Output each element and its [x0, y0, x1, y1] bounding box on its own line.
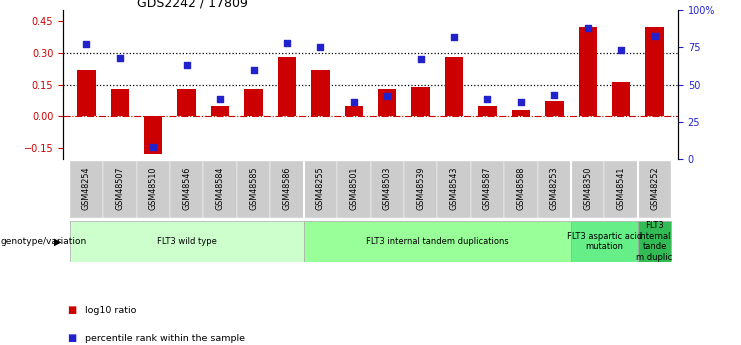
Bar — [304, 221, 571, 262]
Bar — [270, 161, 304, 218]
Bar — [545, 101, 564, 116]
Bar — [378, 89, 396, 116]
Bar — [471, 161, 504, 218]
Text: GSM48253: GSM48253 — [550, 167, 559, 210]
Bar — [612, 82, 631, 116]
Bar — [70, 161, 103, 218]
Text: ■: ■ — [67, 333, 76, 343]
Bar — [571, 221, 638, 262]
Text: GSM48587: GSM48587 — [483, 167, 492, 210]
Point — [314, 45, 326, 50]
Text: GSM48254: GSM48254 — [82, 167, 91, 210]
Text: GSM48503: GSM48503 — [382, 167, 392, 210]
Point — [382, 93, 393, 99]
Bar — [237, 161, 270, 218]
Bar — [370, 161, 404, 218]
Text: ▶: ▶ — [54, 237, 62, 246]
Bar — [103, 161, 136, 218]
Bar — [445, 57, 463, 116]
Bar — [411, 87, 430, 116]
Bar — [245, 89, 263, 116]
Bar — [70, 221, 304, 262]
Bar — [504, 161, 538, 218]
Text: percentile rank within the sample: percentile rank within the sample — [85, 334, 245, 343]
Text: ■: ■ — [67, 306, 76, 315]
Bar — [110, 89, 129, 116]
Bar — [478, 106, 496, 116]
Text: FLT3 aspartic acid
mutation: FLT3 aspartic acid mutation — [567, 232, 642, 251]
Text: FLT3
internal
tande
m duplic: FLT3 internal tande m duplic — [637, 221, 673, 262]
Bar — [77, 70, 96, 116]
Text: GSM48586: GSM48586 — [282, 167, 291, 210]
Bar — [311, 70, 330, 116]
Point — [415, 57, 427, 62]
Text: genotype/variation: genotype/variation — [1, 237, 87, 246]
Bar — [170, 161, 203, 218]
Bar — [645, 27, 664, 116]
Point — [582, 26, 594, 31]
Text: GSM48585: GSM48585 — [249, 167, 258, 210]
Point — [281, 40, 293, 46]
Text: GSM48541: GSM48541 — [617, 167, 625, 210]
Bar — [136, 161, 170, 218]
Bar — [579, 27, 597, 116]
Point — [214, 97, 226, 102]
Bar — [278, 57, 296, 116]
Bar — [638, 161, 671, 218]
Bar — [211, 106, 229, 116]
Point — [515, 100, 527, 105]
Bar — [512, 110, 530, 116]
Text: GSM48588: GSM48588 — [516, 167, 525, 210]
Point — [247, 67, 259, 72]
Point — [348, 100, 359, 105]
Text: FLT3 internal tandem duplications: FLT3 internal tandem duplications — [366, 237, 509, 246]
Bar — [638, 221, 671, 262]
Bar — [404, 161, 437, 218]
Point — [648, 33, 660, 38]
Text: GDS2242 / 17809: GDS2242 / 17809 — [137, 0, 247, 9]
Text: GSM48584: GSM48584 — [216, 167, 225, 210]
Point — [482, 97, 494, 102]
Text: GSM48501: GSM48501 — [349, 167, 359, 210]
Text: GSM48546: GSM48546 — [182, 167, 191, 210]
Text: GSM48350: GSM48350 — [583, 167, 592, 210]
Point — [448, 34, 460, 40]
Text: GSM48255: GSM48255 — [316, 167, 325, 210]
Text: FLT3 wild type: FLT3 wild type — [157, 237, 216, 246]
Bar — [144, 116, 162, 155]
Point — [181, 62, 193, 68]
Bar — [571, 161, 605, 218]
Point — [548, 92, 560, 98]
Point — [615, 48, 627, 53]
Text: GSM48252: GSM48252 — [650, 167, 659, 210]
Bar — [304, 161, 337, 218]
Bar — [437, 161, 471, 218]
Point — [147, 144, 159, 150]
Text: GSM48510: GSM48510 — [149, 167, 158, 210]
Text: GSM48507: GSM48507 — [116, 167, 124, 210]
Bar — [177, 89, 196, 116]
Point — [81, 42, 93, 47]
Bar — [337, 161, 370, 218]
Text: log10 ratio: log10 ratio — [85, 306, 136, 315]
Bar — [345, 106, 363, 116]
Text: GSM48539: GSM48539 — [416, 167, 425, 210]
Text: GSM48543: GSM48543 — [450, 167, 459, 210]
Bar — [538, 161, 571, 218]
Point — [114, 55, 126, 61]
Bar — [605, 161, 638, 218]
Bar — [203, 161, 237, 218]
